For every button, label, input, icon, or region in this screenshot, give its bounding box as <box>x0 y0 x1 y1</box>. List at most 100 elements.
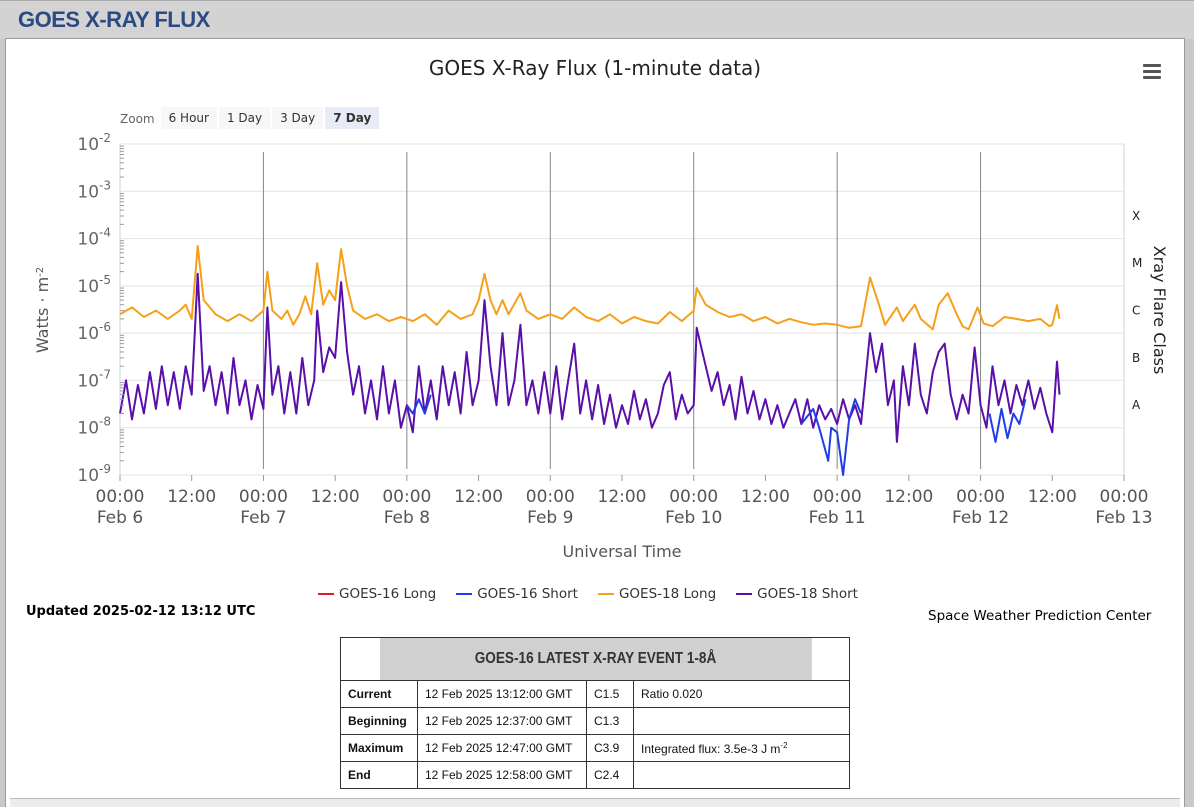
legend-item-goes16-short[interactable]: GOES-16 Short <box>456 586 578 602</box>
zoom-1-day-button[interactable]: 1 Day <box>218 107 271 129</box>
y-tick-base: 10 <box>77 419 99 439</box>
flare-class-label: C <box>1132 304 1140 318</box>
x-axis-label: Universal Time <box>562 542 681 561</box>
legend-item-goes16-long[interactable]: GOES-16 Long <box>318 586 436 602</box>
row-label: End <box>340 761 418 789</box>
table-row: Current 12 Feb 2025 13:12:00 GMT C1.5 Ra… <box>340 680 850 708</box>
x-date-label: Feb 11 <box>809 508 866 528</box>
y-tick-exp: -7 <box>99 367 111 381</box>
row-class: C1.3 <box>586 707 634 735</box>
x-tick-label: 00:00 <box>669 487 718 507</box>
x-date-label: Feb 12 <box>952 508 1009 528</box>
x-tick-label: 00:00 <box>526 487 575 507</box>
y-tick-label: 10-8 <box>77 415 111 439</box>
legend-item-goes18-short[interactable]: GOES-18 Short <box>736 586 858 602</box>
table-row: Maximum 12 Feb 2025 12:47:00 GMT C3.9 In… <box>340 734 850 762</box>
y-tick-label: 10-4 <box>77 226 111 250</box>
hamburger-menu-icon[interactable] <box>1140 62 1164 80</box>
integrated-flux-exp: -2 <box>780 740 788 750</box>
zoom-7-day-button[interactable]: 7 Day <box>325 107 380 129</box>
legend-swatch <box>736 593 753 595</box>
y-tick-exp: -8 <box>99 415 111 429</box>
x-tick-label: 12:00 <box>884 487 933 507</box>
row-label: Maximum <box>340 734 418 762</box>
y-tick-base: 10 <box>77 230 99 250</box>
x-tick-label: 12:00 <box>741 487 790 507</box>
y-tick-label: 10-7 <box>77 367 111 391</box>
page-title: GOES X-RAY FLUX <box>18 7 210 32</box>
x-tick-label: 12:00 <box>598 487 647 507</box>
y-tick-exp: -6 <box>99 320 111 334</box>
x-date-label: Feb 7 <box>240 508 286 528</box>
y-axis-label: Watts · m-2 <box>33 267 52 353</box>
zoom-6-hour-button[interactable]: 6 Hour <box>160 107 217 129</box>
legend-swatch <box>318 593 334 595</box>
page-header: GOES X-RAY FLUX <box>0 0 1194 39</box>
integrated-flux-text: Integrated flux: 3.5e-3 J m <box>641 741 781 756</box>
zoom-3-day-button[interactable]: 3 Day <box>272 107 324 129</box>
y-tick-label: 10-2 <box>77 131 111 155</box>
row-class: C1.5 <box>586 680 634 708</box>
y-tick-label: 10-9 <box>77 462 111 486</box>
y-tick-label: 10-3 <box>77 178 111 202</box>
x-tick-label: 00:00 <box>813 487 862 507</box>
y-tick-exp: -9 <box>99 462 111 476</box>
legend-item-goes18-long[interactable]: GOES-18 Long <box>597 586 717 602</box>
row-time: 12 Feb 2025 13:12:00 GMT <box>417 680 587 708</box>
row-label: Current <box>340 680 418 708</box>
x-tick-label: 00:00 <box>382 487 431 507</box>
flare-class-axis-label: Xray Flare Class <box>1150 246 1169 375</box>
x-tick-label: 12:00 <box>167 487 216 507</box>
xray-event-table: GOES-16 LATEST X-RAY EVENT 1-8Å Current … <box>340 637 850 789</box>
y-tick-base: 10 <box>77 182 99 202</box>
row-time: 12 Feb 2025 12:47:00 GMT <box>417 734 587 762</box>
y-axis-label-text: Watts · m <box>33 277 52 353</box>
x-date-label: Feb 6 <box>97 508 143 528</box>
row-extra: Integrated flux: 3.5e-3 J m-2 <box>633 734 850 762</box>
x-date-label: Feb 8 <box>384 508 430 528</box>
zoom-label: Zoom <box>120 112 155 126</box>
x-tick-label: 00:00 <box>96 487 145 507</box>
x-tick-label: 12:00 <box>454 487 503 507</box>
row-time: 12 Feb 2025 12:58:00 GMT <box>417 761 587 789</box>
y-tick-base: 10 <box>77 277 99 297</box>
flare-class-label: X <box>1132 209 1140 223</box>
x-date-label: Feb 13 <box>1095 508 1152 528</box>
y-tick-base: 10 <box>77 135 99 155</box>
plot-border <box>119 143 1125 476</box>
row-extra: Ratio 0.020 <box>633 680 850 708</box>
table-row: Beginning 12 Feb 2025 12:37:00 GMT C1.3 <box>340 707 850 735</box>
x-tick-label: 00:00 <box>239 487 288 507</box>
updated-timestamp: Updated 2025-02-12 13:12 UTC <box>26 604 256 619</box>
legend-swatch <box>456 593 473 595</box>
y-tick-label: 10-5 <box>77 273 111 297</box>
legend-label: GOES-16 Short <box>477 586 578 602</box>
x-tick-label: 00:00 <box>956 487 1005 507</box>
legend-label: GOES-18 Short <box>757 586 858 602</box>
legend-label: GOES-18 Long <box>618 586 717 602</box>
footer-strip <box>10 798 1180 807</box>
table-row: End 12 Feb 2025 12:58:00 GMT C2.4 <box>340 761 850 789</box>
legend-label: GOES-16 Long <box>339 586 437 602</box>
series-line-goes-16-short <box>406 394 1027 476</box>
x-date-label: Feb 9 <box>527 508 573 528</box>
event-table-title: GOES-16 LATEST X-RAY EVENT 1-8Å <box>378 637 812 681</box>
zoom-selector: Zoom 6 Hour 1 Day 3 Day 7 Day <box>120 106 380 130</box>
x-tick-label: 12:00 <box>1028 487 1077 507</box>
flare-class-label: A <box>1132 398 1141 412</box>
y-tick-exp: -2 <box>99 131 111 145</box>
row-extra <box>633 707 850 735</box>
series-line-goes-18-short <box>119 272 1061 443</box>
y-tick-base: 10 <box>77 466 99 486</box>
series-line-goes-18-long <box>119 244 1061 331</box>
chart-title: GOES X-Ray Flux (1-minute data) <box>429 56 761 80</box>
row-time: 12 Feb 2025 12:37:00 GMT <box>417 707 587 735</box>
y-tick-exp: -3 <box>99 178 111 192</box>
row-class: C3.9 <box>586 734 634 762</box>
row-class: C2.4 <box>586 761 634 789</box>
y-axis-label-exp: -2 <box>35 267 46 277</box>
flare-class-label: B <box>1132 351 1140 365</box>
y-tick-exp: -4 <box>99 226 111 240</box>
credit-text: Space Weather Prediction Center <box>928 608 1152 624</box>
